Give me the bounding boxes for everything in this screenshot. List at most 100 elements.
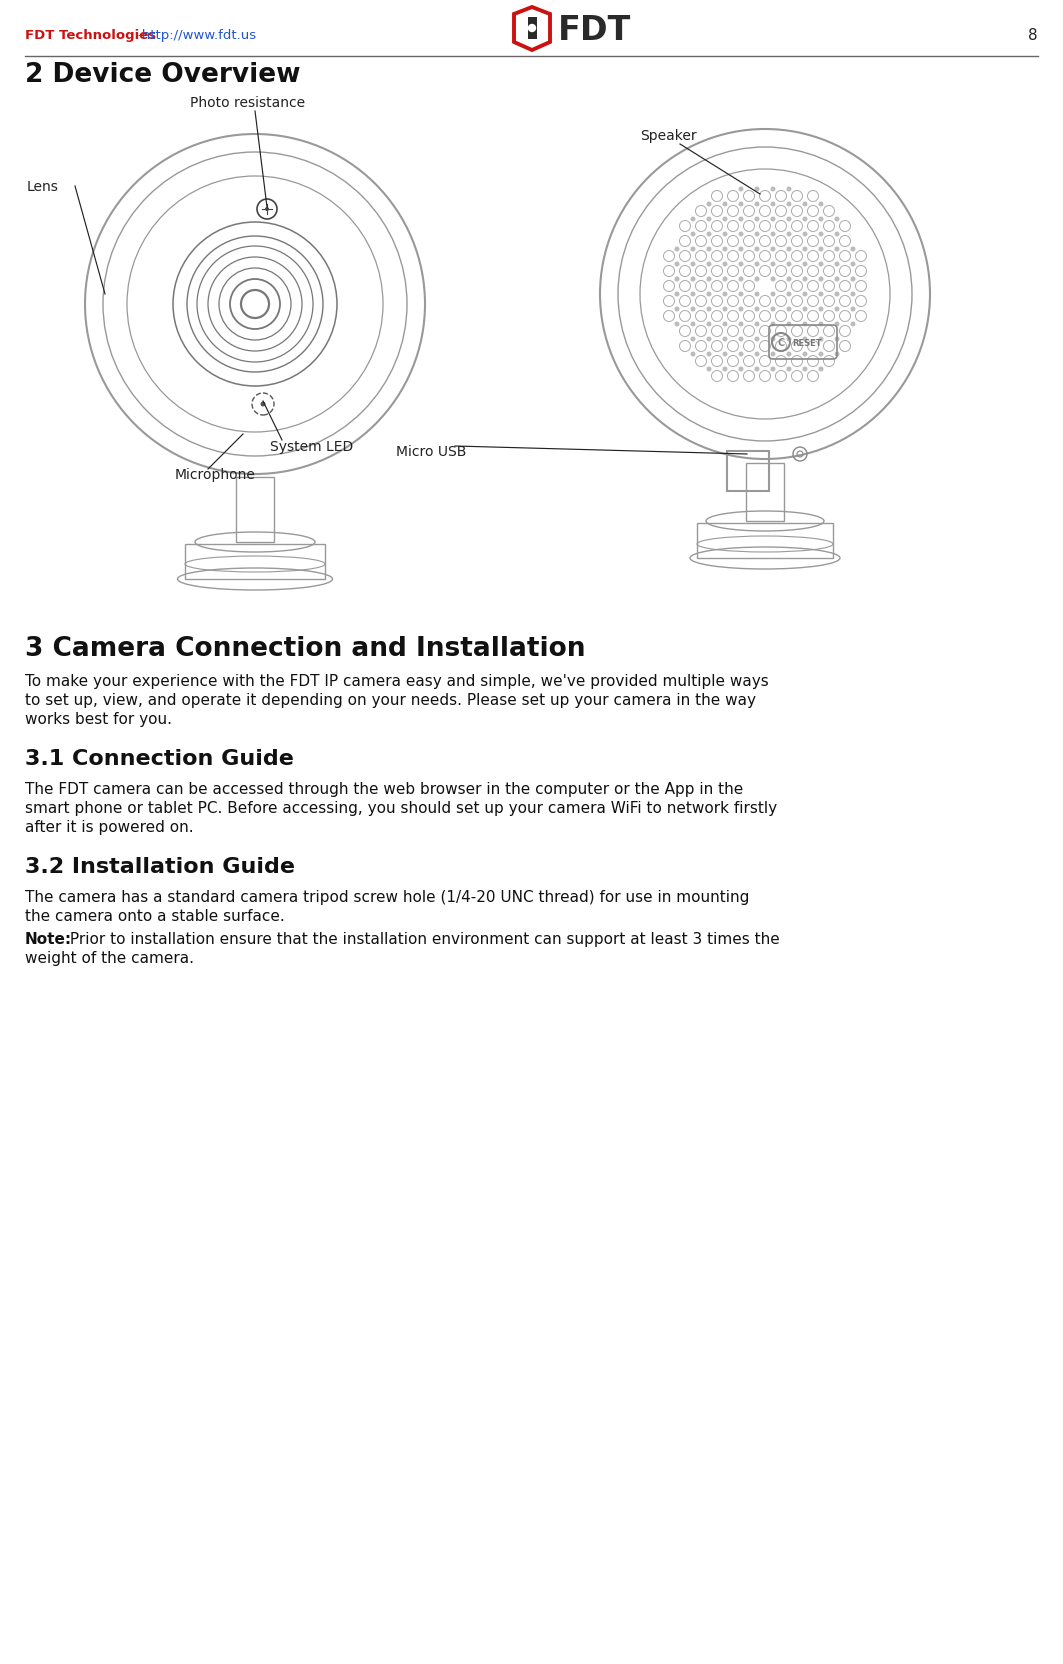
Text: The camera has a standard camera tripod screw hole (1/4-20 UNC thread) for use i: The camera has a standard camera tripod … (26, 890, 749, 905)
Circle shape (723, 263, 727, 268)
Circle shape (771, 323, 776, 328)
Circle shape (787, 353, 792, 358)
Circle shape (834, 233, 840, 238)
Circle shape (803, 203, 808, 208)
Circle shape (787, 263, 792, 268)
Circle shape (787, 233, 792, 238)
Text: works best for you.: works best for you. (26, 712, 172, 727)
Circle shape (787, 188, 792, 193)
Circle shape (771, 278, 776, 283)
Circle shape (707, 338, 711, 343)
Bar (185, 544, 325, 579)
Text: 3.2 Installation Guide: 3.2 Installation Guide (26, 857, 296, 877)
Circle shape (755, 278, 759, 283)
Circle shape (260, 403, 266, 408)
Circle shape (819, 368, 824, 373)
Circle shape (803, 278, 808, 283)
Text: To make your experience with the FDT IP camera easy and simple, we've provided m: To make your experience with the FDT IP … (26, 674, 769, 689)
Circle shape (771, 293, 776, 298)
Text: 3.1 Connection Guide: 3.1 Connection Guide (26, 749, 293, 769)
Circle shape (675, 278, 679, 283)
Text: after it is powered on.: after it is powered on. (26, 819, 193, 835)
Circle shape (787, 218, 792, 223)
Circle shape (834, 248, 840, 253)
Circle shape (707, 308, 711, 313)
Circle shape (691, 263, 695, 268)
Circle shape (803, 353, 808, 358)
Text: the camera onto a stable surface.: the camera onto a stable surface. (26, 909, 285, 924)
Circle shape (803, 218, 808, 223)
Circle shape (787, 338, 792, 343)
Circle shape (723, 368, 727, 373)
Circle shape (723, 218, 727, 223)
Circle shape (771, 203, 776, 208)
Circle shape (803, 338, 808, 343)
Circle shape (723, 293, 727, 298)
Circle shape (771, 188, 776, 193)
Circle shape (707, 353, 711, 358)
Circle shape (755, 353, 759, 358)
Circle shape (755, 293, 759, 298)
Circle shape (739, 353, 743, 358)
Circle shape (834, 218, 840, 223)
Circle shape (707, 263, 711, 268)
Circle shape (755, 203, 759, 208)
Circle shape (755, 323, 759, 328)
Circle shape (755, 188, 759, 193)
Circle shape (739, 293, 743, 298)
Circle shape (707, 323, 711, 328)
Circle shape (675, 248, 679, 253)
Bar (746, 464, 784, 522)
Circle shape (771, 263, 776, 268)
Circle shape (528, 25, 536, 33)
Circle shape (675, 293, 679, 298)
Circle shape (707, 218, 711, 223)
Text: 2 Device Overview: 2 Device Overview (26, 62, 301, 88)
Circle shape (755, 308, 759, 313)
Circle shape (739, 278, 743, 283)
Circle shape (803, 323, 808, 328)
Circle shape (723, 248, 727, 253)
Circle shape (803, 248, 808, 253)
Circle shape (771, 218, 776, 223)
Circle shape (755, 233, 759, 238)
Circle shape (739, 263, 743, 268)
Circle shape (707, 248, 711, 253)
Circle shape (819, 338, 824, 343)
Text: Lens: Lens (27, 180, 58, 195)
Bar (697, 524, 833, 559)
Circle shape (675, 263, 679, 268)
Circle shape (787, 323, 792, 328)
Circle shape (675, 323, 679, 328)
Circle shape (739, 308, 743, 313)
Circle shape (819, 278, 824, 283)
Circle shape (691, 233, 695, 238)
Circle shape (691, 278, 695, 283)
Circle shape (819, 323, 824, 328)
Text: weight of the camera.: weight of the camera. (26, 950, 195, 965)
Circle shape (803, 308, 808, 313)
Circle shape (675, 308, 679, 313)
Circle shape (819, 218, 824, 223)
Circle shape (739, 188, 743, 193)
Bar (727, 451, 769, 491)
Circle shape (771, 233, 776, 238)
Text: C: C (777, 338, 784, 348)
Circle shape (691, 248, 695, 253)
Circle shape (755, 248, 759, 253)
Circle shape (771, 338, 776, 343)
Circle shape (723, 323, 727, 328)
Circle shape (850, 323, 856, 328)
Circle shape (819, 203, 824, 208)
Circle shape (787, 248, 792, 253)
Circle shape (834, 323, 840, 328)
Circle shape (739, 323, 743, 328)
Circle shape (834, 308, 840, 313)
Circle shape (691, 308, 695, 313)
Text: FDT Technologies: FDT Technologies (26, 28, 156, 42)
Circle shape (265, 208, 269, 211)
Text: Prior to installation ensure that the installation environment can support at le: Prior to installation ensure that the in… (65, 932, 780, 947)
Text: Speaker: Speaker (640, 128, 696, 143)
Circle shape (755, 263, 759, 268)
Circle shape (834, 353, 840, 358)
